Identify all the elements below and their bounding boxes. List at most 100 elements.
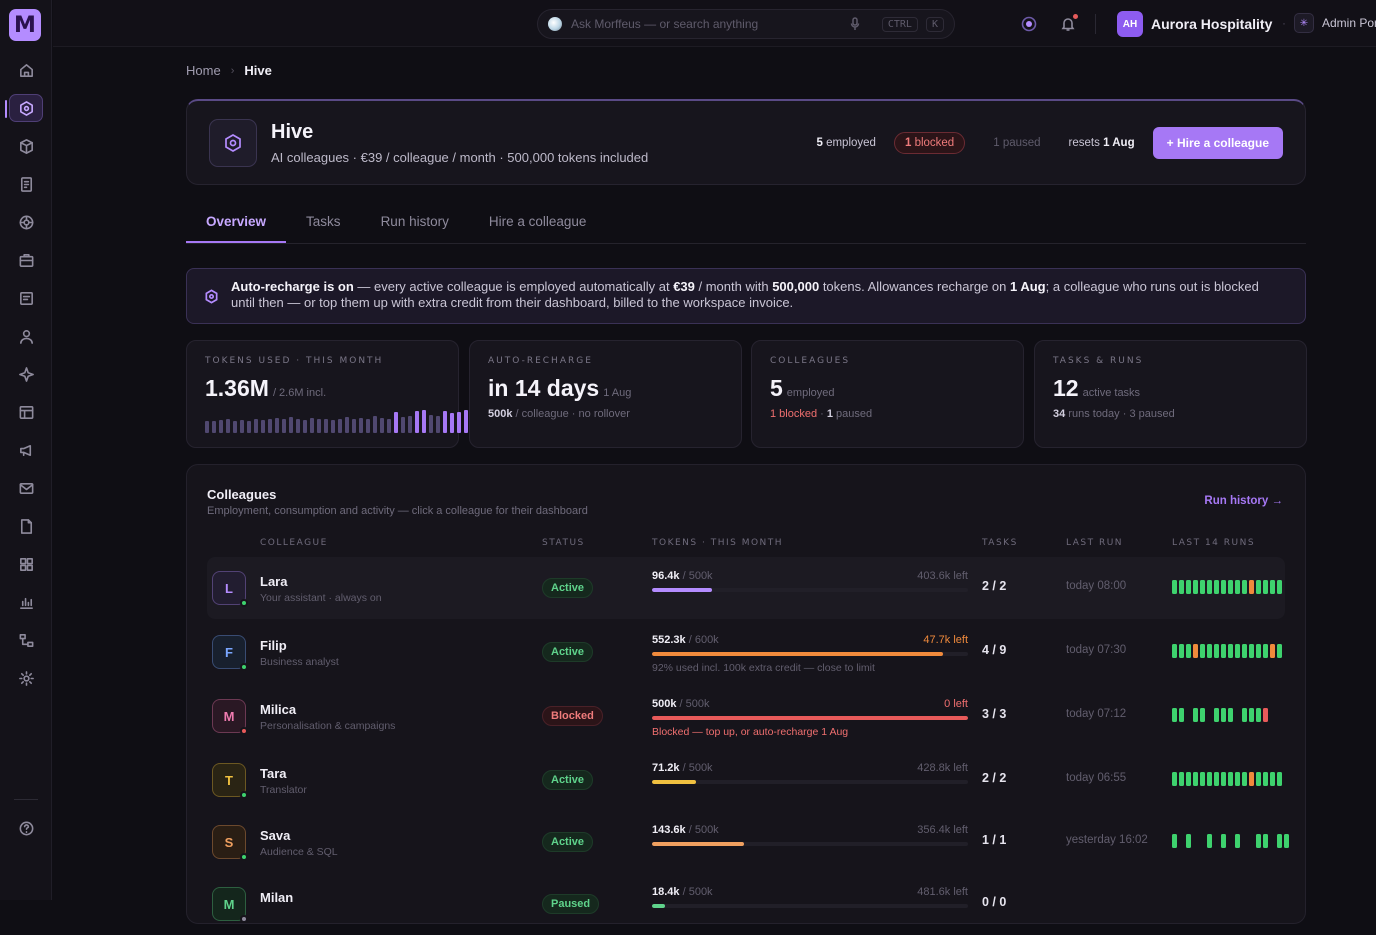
run-status-mark: [1228, 708, 1233, 722]
token-progress-bar: [652, 842, 968, 846]
run-status-mark: [1179, 834, 1184, 848]
checklist-icon: [18, 290, 35, 307]
run-status-mark: [1270, 580, 1275, 594]
sidebar-document-button[interactable]: [9, 170, 43, 198]
status-badge: Active: [542, 642, 593, 662]
sidebar-home-button[interactable]: [9, 56, 43, 84]
paused-badge[interactable]: 1 paused: [983, 133, 1050, 153]
sidebar-help-button[interactable]: [9, 814, 43, 842]
colleague-row[interactable]: M Milica Personalisation & campaigns Blocke…: [207, 685, 1285, 747]
colleague-name: Tara: [260, 766, 287, 781]
sidebar-chart-button[interactable]: [9, 588, 43, 616]
app-logo[interactable]: M: [9, 9, 41, 41]
run-status-mark: [1207, 708, 1212, 722]
avatar: L: [212, 571, 246, 605]
token-note: 92% used incl. 100k extra credit — close…: [652, 662, 875, 674]
last-14-runs: [1172, 580, 1282, 594]
hire-colleague-button[interactable]: + Hire a colleague: [1153, 127, 1283, 159]
run-status-mark: [1193, 580, 1198, 594]
token-progress-bar: [652, 588, 968, 592]
colleague-row[interactable]: M Milan Paused 18.4k / 500k 481.6k left 0 / 0: [207, 873, 1285, 935]
run-status-mark: [1172, 644, 1177, 658]
admin-portal-link[interactable]: · ✳ Admin Portal: [1282, 13, 1376, 33]
employed-stat: 5 employed: [816, 137, 875, 149]
hive-icon: [18, 100, 35, 117]
run-history-link[interactable]: Run history →: [1204, 495, 1283, 507]
run-status-mark: [1235, 644, 1240, 658]
bell-icon[interactable]: [1057, 13, 1079, 35]
run-status-mark: [1221, 834, 1226, 848]
colleague-row[interactable]: F Filip Business analyst Active 552.3k / 600…: [207, 621, 1285, 683]
search-bar[interactable]: Ask Morffeus — or search anything CTRL K: [537, 9, 955, 39]
run-status-mark: [1179, 772, 1184, 786]
tokens-card: TOKENS USED · THIS MONTH 1.36M/ 2.6M inc…: [186, 340, 459, 448]
blocked-badge[interactable]: 1 blocked: [894, 132, 965, 154]
colleague-role: Your assistant · always on: [260, 592, 382, 604]
sidebar-user-button[interactable]: [9, 322, 43, 350]
tab-tasks[interactable]: Tasks: [286, 202, 361, 243]
tab-bar: Overview Tasks Run history Hire a collea…: [186, 202, 1306, 244]
token-progress-fill: [652, 588, 712, 592]
run-status-mark: [1186, 644, 1191, 658]
run-status-mark: [1277, 644, 1282, 658]
breadcrumb: Home › Hive: [186, 63, 272, 78]
sidebar-box-button[interactable]: [9, 132, 43, 160]
spark-bar: [331, 420, 335, 433]
tokens-left: 356.4k left: [652, 824, 968, 836]
sidebar-checklist-button[interactable]: [9, 284, 43, 312]
sidebar-flow-button[interactable]: [9, 626, 43, 654]
run-status-mark: [1214, 708, 1219, 722]
search-input[interactable]: Ask Morffeus — or search anything: [571, 17, 850, 31]
run-status-mark: [1186, 772, 1191, 786]
tab-run-history[interactable]: Run history: [361, 202, 469, 243]
sidebar-table-button[interactable]: [9, 398, 43, 426]
run-status-mark: [1200, 580, 1205, 594]
run-status-mark: [1256, 644, 1261, 658]
sidebar-globe-button[interactable]: [9, 208, 43, 236]
run-status-mark: [1277, 834, 1282, 848]
colleague-role: Audience & SQL: [260, 846, 338, 858]
colleague-row[interactable]: T Tara Translator Active 71.2k / 500k 428.8k …: [207, 749, 1285, 811]
sidebar-hive-button[interactable]: [9, 94, 43, 122]
status-badge: Blocked: [542, 706, 603, 726]
run-status-mark: [1249, 644, 1254, 658]
colleague-row[interactable]: S Sava Audience & SQL Active 143.6k / 500k 35…: [207, 811, 1285, 873]
spark-bar: [261, 420, 265, 433]
last-14-runs: [1172, 834, 1289, 848]
sidebar-file-button[interactable]: [9, 512, 43, 540]
tab-overview[interactable]: Overview: [186, 202, 286, 243]
sidebar-settings-button[interactable]: [9, 664, 43, 692]
notification-dot: [1073, 14, 1078, 19]
tab-hire[interactable]: Hire a colleague: [469, 202, 607, 243]
last-14-runs: [1172, 708, 1268, 722]
breadcrumb-home[interactable]: Home: [186, 63, 221, 78]
topbar-divider: [1095, 14, 1096, 34]
run-status-mark: [1193, 644, 1198, 658]
status-badge: Active: [542, 578, 593, 598]
page-subtitle: AI colleagues · €39 / colleague / month …: [271, 150, 648, 165]
run-status-mark: [1270, 644, 1275, 658]
last-14-runs: [1172, 644, 1282, 658]
sidebar-envelope-button[interactable]: [9, 474, 43, 502]
sidebar-megaphone-button[interactable]: [9, 436, 43, 464]
colleague-row[interactable]: L Lara Your assistant · always on Active 96.…: [207, 557, 1285, 619]
colleagues-detail: 1 blocked · 1 paused: [770, 408, 872, 420]
org-switcher[interactable]: AH Aurora Hospitality: [1117, 11, 1272, 37]
sidebar-briefcase-button[interactable]: [9, 246, 43, 274]
spark-bar: [450, 413, 454, 433]
spark-bar: [464, 410, 468, 433]
run-status-mark: [1270, 834, 1275, 848]
spark-bar: [436, 416, 440, 433]
run-status-mark: [1179, 708, 1184, 722]
sidebar-grid-button[interactable]: [9, 550, 43, 578]
tasks-count: 4 / 9: [982, 643, 1006, 657]
colleagues-count: 5 employed: [770, 375, 835, 402]
run-status-mark: [1256, 834, 1261, 848]
run-status-mark: [1235, 708, 1240, 722]
sidebar-sparkle-button[interactable]: [9, 360, 43, 388]
run-status-mark: [1179, 580, 1184, 594]
assistant-status-icon[interactable]: [1018, 13, 1040, 35]
microphone-icon[interactable]: [850, 17, 860, 31]
tokens-left: 481.6k left: [652, 886, 968, 898]
last-run: today 07:12: [1066, 708, 1126, 720]
